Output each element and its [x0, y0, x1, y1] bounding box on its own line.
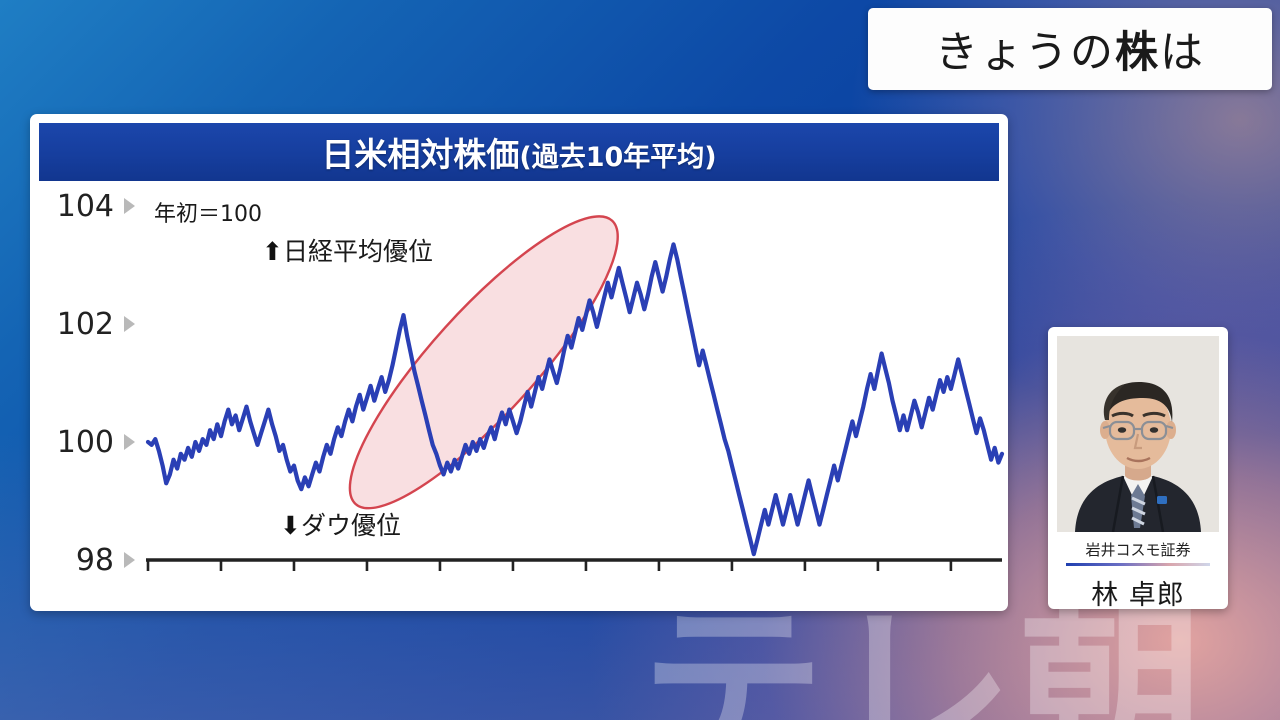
commentator-organization: 岩井コスモ証券	[1085, 541, 1191, 559]
baseline-note: 年初＝100	[154, 202, 262, 227]
nikkei-advantage-label: 日経平均優位	[282, 237, 433, 266]
station-watermark: テレ朝	[640, 584, 1207, 720]
dow-advantage-note: ⬇ダウ優位	[280, 506, 401, 542]
headline-prefix: きょうの	[935, 28, 1115, 78]
y-tick-marker-98	[124, 552, 135, 568]
y-tick-label-104: 104	[56, 189, 114, 224]
price-line	[145, 242, 1005, 557]
up-arrow-icon: ⬆	[262, 237, 283, 266]
chart-plot-area	[30, 181, 1008, 611]
dow-advantage-label: ダウ優位	[300, 511, 401, 540]
portrait-illustration	[1057, 336, 1219, 532]
y-tick-label-100: 100	[56, 425, 114, 460]
y-tick-marker-104	[124, 198, 135, 214]
commentator-name: 林 卓郎	[1091, 580, 1185, 609]
headline-banner: きょうの株は	[868, 8, 1272, 90]
commentator-divider	[1066, 563, 1210, 566]
relative-stock-price-line-chart	[145, 215, 1005, 571]
headline-emphasis: 株	[1115, 28, 1160, 78]
down-arrow-icon: ⬇	[280, 511, 301, 540]
commentator-photo	[1057, 336, 1219, 532]
chart-title-paren: (過去10年平均)	[519, 142, 717, 173]
highlight-ellipse	[348, 215, 619, 510]
chart-panel: 日米相対株価(過去10年平均) 104 102 100 98 年初＝	[30, 114, 1008, 611]
headline-text: きょうの株は	[935, 18, 1205, 80]
x-axis	[146, 558, 1002, 571]
y-tick-marker-100	[124, 434, 135, 450]
chart-title-bar: 日米相対株価(過去10年平均)	[39, 123, 999, 181]
chart-title-text: 日米相対株価(過去10年平均)	[321, 128, 716, 176]
headline-suffix: は	[1160, 28, 1205, 78]
y-tick-label-102: 102	[56, 307, 114, 342]
y-tick-marker-102	[124, 316, 135, 332]
nikkei-advantage-note: ⬆日経平均優位	[262, 232, 433, 268]
commentator-card: 岩井コスモ証券 林 卓郎	[1048, 327, 1228, 609]
y-tick-label-98: 98	[75, 543, 114, 578]
chart-title-main: 日米相対株価	[321, 135, 520, 174]
